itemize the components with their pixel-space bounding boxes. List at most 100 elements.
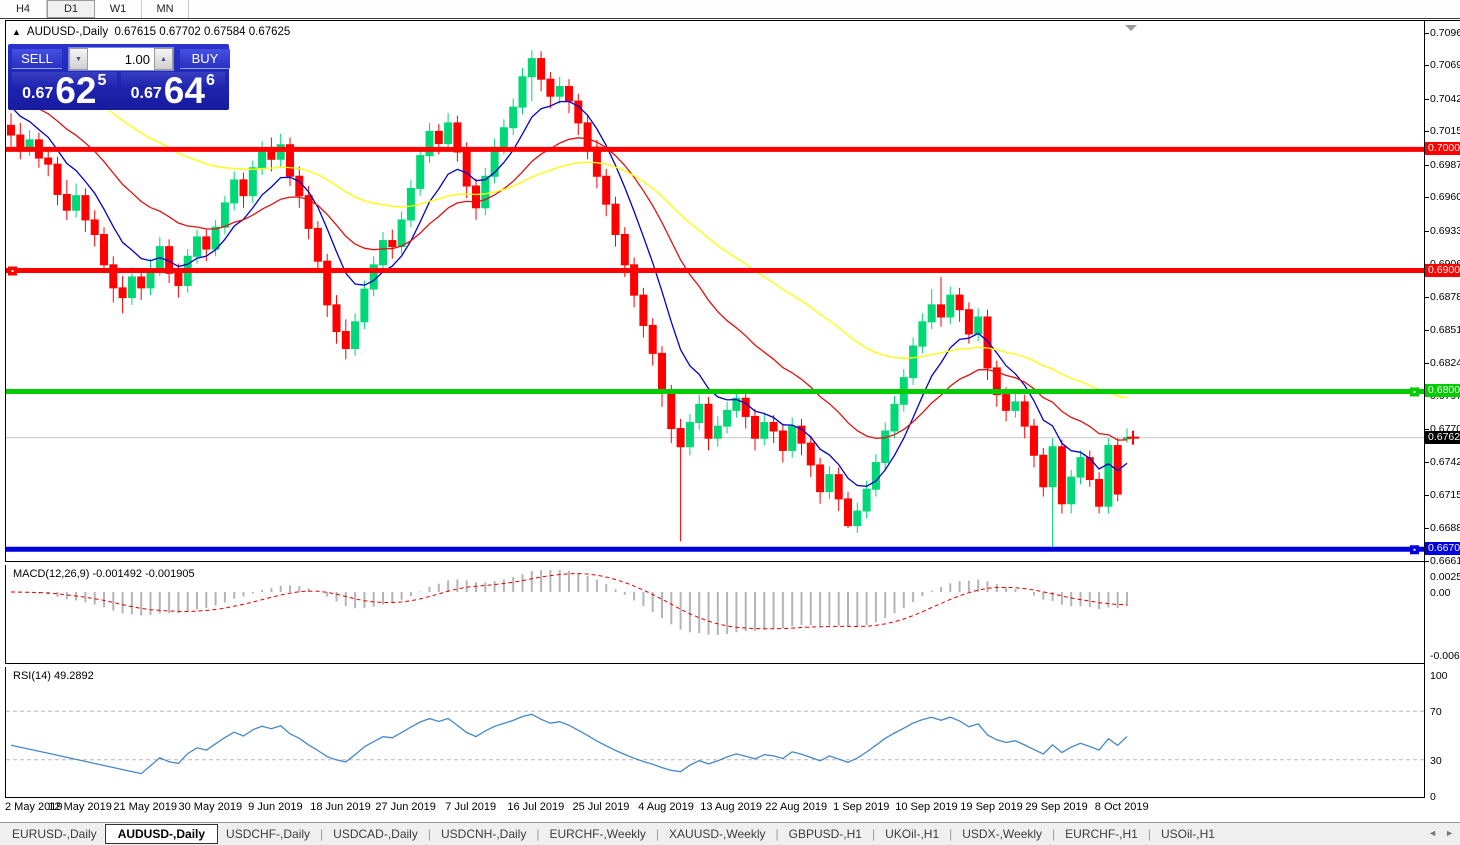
chart-tab-usdcad-daily[interactable]: USDCAD-,Daily (333, 827, 418, 841)
chart-tab-xauusd-weekly[interactable]: XAUUSD-,Weekly (669, 827, 766, 841)
timeframe-button-mn[interactable]: MN (142, 0, 189, 18)
sell-price-prefix: 0.67 (22, 85, 54, 102)
axis-tick (1425, 98, 1429, 100)
buy-price-main: 64 (163, 70, 205, 111)
axis-tick (1425, 494, 1429, 496)
date-tick-label: 16 Jul 2019 (507, 801, 565, 813)
date-tick-label: 2 May 2019 (5, 801, 63, 813)
macd-chart[interactable] (6, 565, 1425, 663)
sell-price-display[interactable]: 0.67 62 5 (12, 70, 117, 111)
price-level-badge: 0.67625 (1425, 430, 1460, 444)
axis-tick (1425, 197, 1429, 199)
axis-tick-label: 0.69875 (1430, 158, 1460, 171)
rsi-chart[interactable] (6, 667, 1425, 797)
axis-tick (1425, 296, 1429, 298)
chart-tab-ukoil-h1[interactable]: UKOil-,H1 (885, 827, 940, 841)
chart-tab-bar: EURUSD-,Daily AUDUSD-,Daily USDCHF-,Daily |… (0, 822, 1460, 845)
axis-tick (1425, 65, 1429, 67)
axis-tick (1425, 528, 1429, 530)
axis-tick-label: -0.006326 (1430, 650, 1460, 662)
chart-tab-usdchf-daily[interactable]: USDCHF-,Daily (226, 827, 311, 841)
rsi-indicator-pane[interactable]: RSI(14) 49.2892 (5, 667, 1425, 797)
axis-tick (1425, 363, 1429, 365)
date-tick-label: 19 Sep 2019 (960, 801, 1023, 813)
timeframe-button-d1[interactable]: D1 (47, 0, 95, 18)
axis-tick-label: 0.68785 (1430, 290, 1460, 303)
chart-symbol-label: AUDUSD-,Daily (26, 26, 109, 38)
chart-tab-usdx-weekly[interactable]: USDX-,Weekly (962, 827, 1043, 841)
chart-tab-eurusd-daily[interactable]: EURUSD-,Daily (12, 827, 97, 841)
date-tick-label: 1 Sep 2019 (833, 801, 890, 813)
volume-decrease-icon[interactable]: ▼ (69, 48, 88, 70)
axis-tick (1425, 461, 1429, 463)
volume-increase-icon[interactable]: ▲ (154, 48, 173, 70)
axis-tick (1425, 32, 1429, 34)
chart-tab-gbpusd-h1[interactable]: GBPUSD-,H1 (788, 827, 862, 841)
sell-price-pip: 5 (97, 72, 107, 89)
date-tick-label: 25 Jul 2019 (572, 801, 630, 813)
chart-tab-eurchf-h1[interactable]: EURCHF-,H1 (1065, 827, 1138, 841)
chart-tab-audusd-daily[interactable]: AUDUSD-,Daily (104, 824, 219, 844)
tab-scroll-right-icon[interactable]: ► (1445, 828, 1454, 838)
timeframe-button-h4[interactable]: H4 (0, 0, 47, 18)
axis-tick-label: 0.00 (1430, 587, 1451, 599)
collapse-panel-icon[interactable]: ▲ (12, 27, 21, 37)
axis-tick (1425, 164, 1429, 166)
buy-price-display[interactable]: 0.67 64 6 (120, 70, 225, 111)
axis-tick-label: 0.70695 (1430, 59, 1460, 72)
axis-tick-label: 0.002574 (1430, 571, 1460, 583)
axis-tick-label: 0.69605 (1430, 191, 1460, 204)
volume-spinner: ▼ ▲ (68, 47, 174, 71)
date-tick-label: 22 Aug 2019 (765, 801, 828, 813)
timeframe-button-w1[interactable]: W1 (95, 0, 142, 18)
buy-price-pip: 6 (205, 72, 215, 89)
axis-tick-label: 0.67155 (1430, 488, 1460, 501)
axis-tick (1425, 560, 1429, 562)
date-tick-label: 7 Jul 2019 (445, 801, 497, 813)
tab-separator: | (1147, 827, 1151, 841)
macd-indicator-pane[interactable]: MACD(12,26,9) -0.001492 -0.001905 (5, 565, 1425, 663)
tab-separator: | (427, 827, 431, 841)
date-axis[interactable]: 2 May 2019 12 May 2019 21 May 2019 30 May 2… (5, 799, 1424, 817)
sell-button[interactable]: SELL (12, 49, 62, 69)
rsi-label: RSI(14) 49.2892 (13, 670, 94, 682)
tab-separator: | (949, 827, 953, 841)
date-tick-label: 29 Sep 2019 (1025, 801, 1088, 813)
axis-tick-label: 30 (1430, 754, 1442, 767)
chart-tab-eurchf-weekly[interactable]: EURCHF-,Weekly (549, 827, 646, 841)
axis-tick (1425, 329, 1429, 331)
chart-title: ▲ AUDUSD-,Daily 0.67615 0.67702 0.67584 0… (12, 26, 290, 38)
date-tick-label: 27 Jun 2019 (375, 801, 436, 813)
timeframe-toolbar: H4 D1 W1 MN (0, 0, 1460, 19)
chart-ohlc-values: 0.67615 0.67702 0.67584 0.67625 (114, 26, 291, 38)
buy-button[interactable]: BUY (180, 49, 230, 69)
candlestick-chart[interactable] (6, 21, 1425, 562)
axis-tick-label: 0.70965 (1430, 26, 1460, 39)
price-level-badge: 0.68006 (1425, 384, 1460, 398)
tab-scroll-left-icon[interactable]: ◄ (1428, 828, 1438, 838)
axis-tick-label: 100 (1430, 670, 1448, 682)
date-tick-label: 18 Jun 2019 (310, 801, 371, 813)
chart-tab-usoil-h1[interactable]: USOil-,H1 (1160, 827, 1215, 841)
date-tick-label: 21 May 2019 (113, 801, 177, 813)
chart-tab-usdcnh-daily[interactable]: USDCNH-,Daily (440, 827, 527, 841)
sell-price-main: 62 (55, 70, 97, 111)
date-tick-label: 30 May 2019 (178, 801, 243, 813)
date-tick-label: 4 Aug 2019 (638, 801, 694, 813)
price-level-badge: 0.70002 (1425, 142, 1460, 156)
volume-input[interactable] (88, 48, 154, 70)
date-tick-label: 8 Oct 2019 (1094, 801, 1149, 813)
price-chart-pane[interactable] (5, 20, 1425, 562)
one-click-trading-panel: SELL ▼ ▲ BUY 0.67 62 5 0.67 64 6 (8, 44, 230, 111)
date-tick-label: 9 Jun 2019 (248, 801, 303, 813)
tab-separator: | (871, 827, 876, 841)
price-level-badge: 0.69003 (1425, 263, 1460, 277)
buy-price-prefix: 0.67 (130, 85, 162, 102)
